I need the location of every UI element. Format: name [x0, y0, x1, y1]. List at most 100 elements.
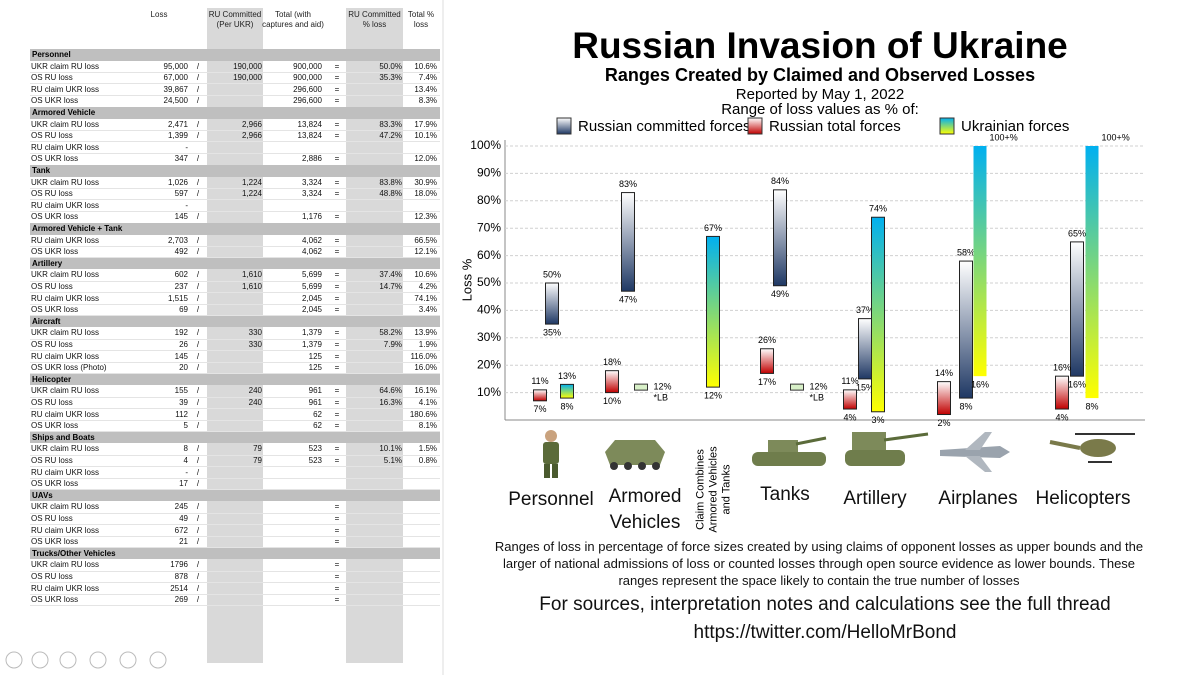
section-header: Helicopter: [30, 373, 440, 386]
value-label: 15%: [856, 382, 874, 392]
legend-label: Russian total forces: [769, 118, 901, 135]
value-label: 65%: [1068, 228, 1086, 238]
table-cell: OS UKR loss: [31, 247, 79, 257]
report-date: Reported by May 1, 2022: [736, 86, 904, 103]
row-rule: [30, 210, 440, 212]
table-cell: OS UKR loss: [31, 96, 79, 106]
viewer-toolbar[interactable]: [5, 651, 167, 669]
row-rule: [30, 106, 440, 107]
table-cell: =: [334, 119, 340, 129]
section-header: Aircraft: [30, 315, 440, 328]
table-cell: OS UKR loss: [31, 421, 79, 431]
table-cell: OS UKR loss: [31, 595, 79, 605]
table-cell: 79: [253, 444, 262, 454]
table-cell: /: [196, 282, 200, 291]
table-cell: 69: [179, 305, 188, 315]
table-cell: 2,966: [241, 119, 262, 129]
range-bar: [1070, 241, 1084, 377]
table-cell: OS UKR loss (Photo): [31, 363, 107, 373]
value-label: 16%: [1053, 363, 1071, 373]
table-cell: -: [185, 467, 188, 477]
y-tick-label: 30%: [477, 330, 501, 344]
range-bar: [760, 348, 774, 374]
table-cell: 330: [248, 340, 262, 349]
table-cell: =: [334, 247, 340, 257]
range-bar: [858, 318, 872, 380]
table-cell: 5,699: [301, 270, 322, 280]
row-rule: [30, 524, 440, 525]
table-cell: /: [196, 235, 200, 245]
range-bar: [871, 216, 885, 413]
table-cell: 597: [174, 189, 188, 199]
table-cell: /: [196, 583, 200, 593]
legend-label: Ukrainian forces: [961, 118, 1069, 135]
range-bar: [1055, 375, 1069, 410]
table-cell: /: [196, 328, 200, 338]
value-label: 17%: [758, 377, 776, 387]
value-label: 4%: [843, 412, 856, 422]
table-cell: 602: [174, 270, 188, 280]
table-cell: =: [334, 189, 340, 199]
table-cell: 2,703: [167, 235, 188, 245]
range-bar: [533, 389, 547, 402]
table-cell: =: [334, 398, 340, 407]
table-cell: 1,224: [241, 177, 262, 187]
table-cell: =: [334, 386, 340, 396]
table-cell: /: [196, 479, 200, 489]
row-rule: [30, 512, 440, 513]
table-cell: 3.4%: [418, 305, 437, 315]
table-cell: RU claim UKR loss: [31, 293, 100, 303]
table-cell: /: [196, 61, 200, 71]
lower-bound-mark: [790, 383, 804, 391]
table-cell: =: [334, 351, 340, 361]
table-cell: /: [196, 177, 200, 187]
table-cell: 523: [308, 456, 322, 465]
range-bar: [605, 370, 619, 394]
table-cell: =: [334, 61, 340, 71]
table-cell: 1.5%: [418, 444, 437, 454]
value-label: 3%: [871, 415, 884, 425]
y-tick-label: 90%: [477, 166, 501, 180]
table-cell: 83.3%: [379, 119, 402, 129]
table-cell: /: [196, 537, 200, 547]
lower-bound-mark: [634, 383, 648, 391]
table-cell: /: [196, 154, 200, 164]
value-label: 100+%: [990, 132, 1018, 142]
table-cell: /: [196, 560, 200, 570]
table-cell: UKR claim RU loss: [31, 444, 100, 454]
row-rule: [30, 338, 440, 339]
table-cell: 145: [174, 212, 188, 222]
table-cell: =: [334, 293, 340, 303]
table-cell: 10.6%: [414, 270, 437, 280]
table-cell: 30.9%: [414, 177, 437, 187]
value-label: 58%: [957, 247, 975, 257]
source-url: https://twitter.com/HelloMrBond: [693, 622, 957, 643]
value-label: 8%: [1085, 401, 1098, 411]
table-cell: 48.8%: [379, 189, 402, 199]
column-header: RU Committed % loss: [348, 10, 401, 29]
icon-armored-vehicle: [605, 440, 665, 470]
row-rule: [30, 489, 440, 490]
x-tick-label: Helicopters: [1035, 488, 1131, 509]
table-cell: /: [196, 363, 200, 373]
value-label: 10%: [603, 396, 621, 406]
table-cell: 961: [308, 398, 322, 407]
table-cell: /: [196, 386, 200, 396]
x-tick-label: Armored Vehicles: [608, 486, 682, 533]
description: Ranges of loss in percentage of force si…: [494, 539, 1144, 588]
table-cell: 2,886: [301, 154, 322, 164]
table-cell: OS RU loss: [31, 398, 73, 407]
column-header: Loss: [150, 10, 168, 19]
table-cell: /: [196, 444, 200, 454]
table-cell: 180.6%: [409, 409, 437, 419]
section-header: Tank: [30, 165, 440, 177]
y-axis-label: Loss %: [459, 258, 474, 301]
y-tick-label: 60%: [477, 248, 501, 262]
table-cell: UKR claim RU loss: [31, 119, 100, 129]
value-label: 14%: [935, 368, 953, 378]
table-cell: RU claim UKR loss: [31, 142, 100, 152]
icon-personnel: [543, 430, 559, 478]
table-cell: RU claim UKR loss: [31, 235, 100, 245]
row-rule: [30, 164, 440, 165]
